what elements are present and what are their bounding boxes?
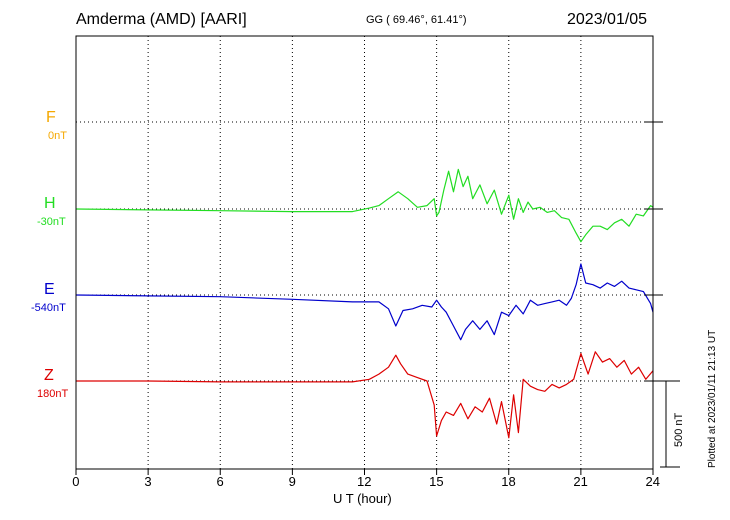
component-label-e: E — [44, 281, 55, 298]
x-tick-label: 21 — [573, 474, 588, 489]
series-layer — [75, 168, 654, 439]
x-tick-label: 9 — [288, 474, 296, 489]
x-tick-label: 15 — [429, 474, 444, 489]
axis-layer — [75, 35, 680, 475]
station-title: Amderma (AMD) [AARI] — [76, 11, 247, 28]
component-label-f: F — [46, 109, 56, 126]
baseline-label-h: -30nT — [37, 216, 66, 228]
plotted-timestamp: Plotted at 2023/01/11 21:13 UT — [707, 329, 718, 468]
component-label-h: H — [44, 195, 56, 212]
x-axis-label: U T (hour) — [333, 491, 392, 506]
component-label-z: Z — [44, 367, 54, 384]
baseline-label-z: 180nT — [37, 388, 69, 400]
baseline-label-e: -540nT — [31, 302, 66, 314]
grid-layer — [76, 36, 653, 469]
x-tick-label: 6 — [216, 474, 224, 489]
x-tick-label: 12 — [357, 474, 372, 489]
series-line-z — [76, 351, 654, 439]
baseline-label-f: 0nT — [48, 130, 67, 142]
scale-bar-label: 500 nT — [673, 412, 685, 447]
series-line-e — [75, 263, 654, 341]
series-line-h — [75, 168, 654, 243]
x-tick-label: 0 — [72, 474, 80, 489]
date-label: 2023/01/05 — [567, 11, 648, 28]
x-tick-label: 24 — [645, 474, 660, 489]
x-tick-label: 18 — [501, 474, 516, 489]
coordinates-label: GG ( 69.46°, 61.41°) — [366, 14, 467, 26]
x-tick-label: 3 — [144, 474, 152, 489]
